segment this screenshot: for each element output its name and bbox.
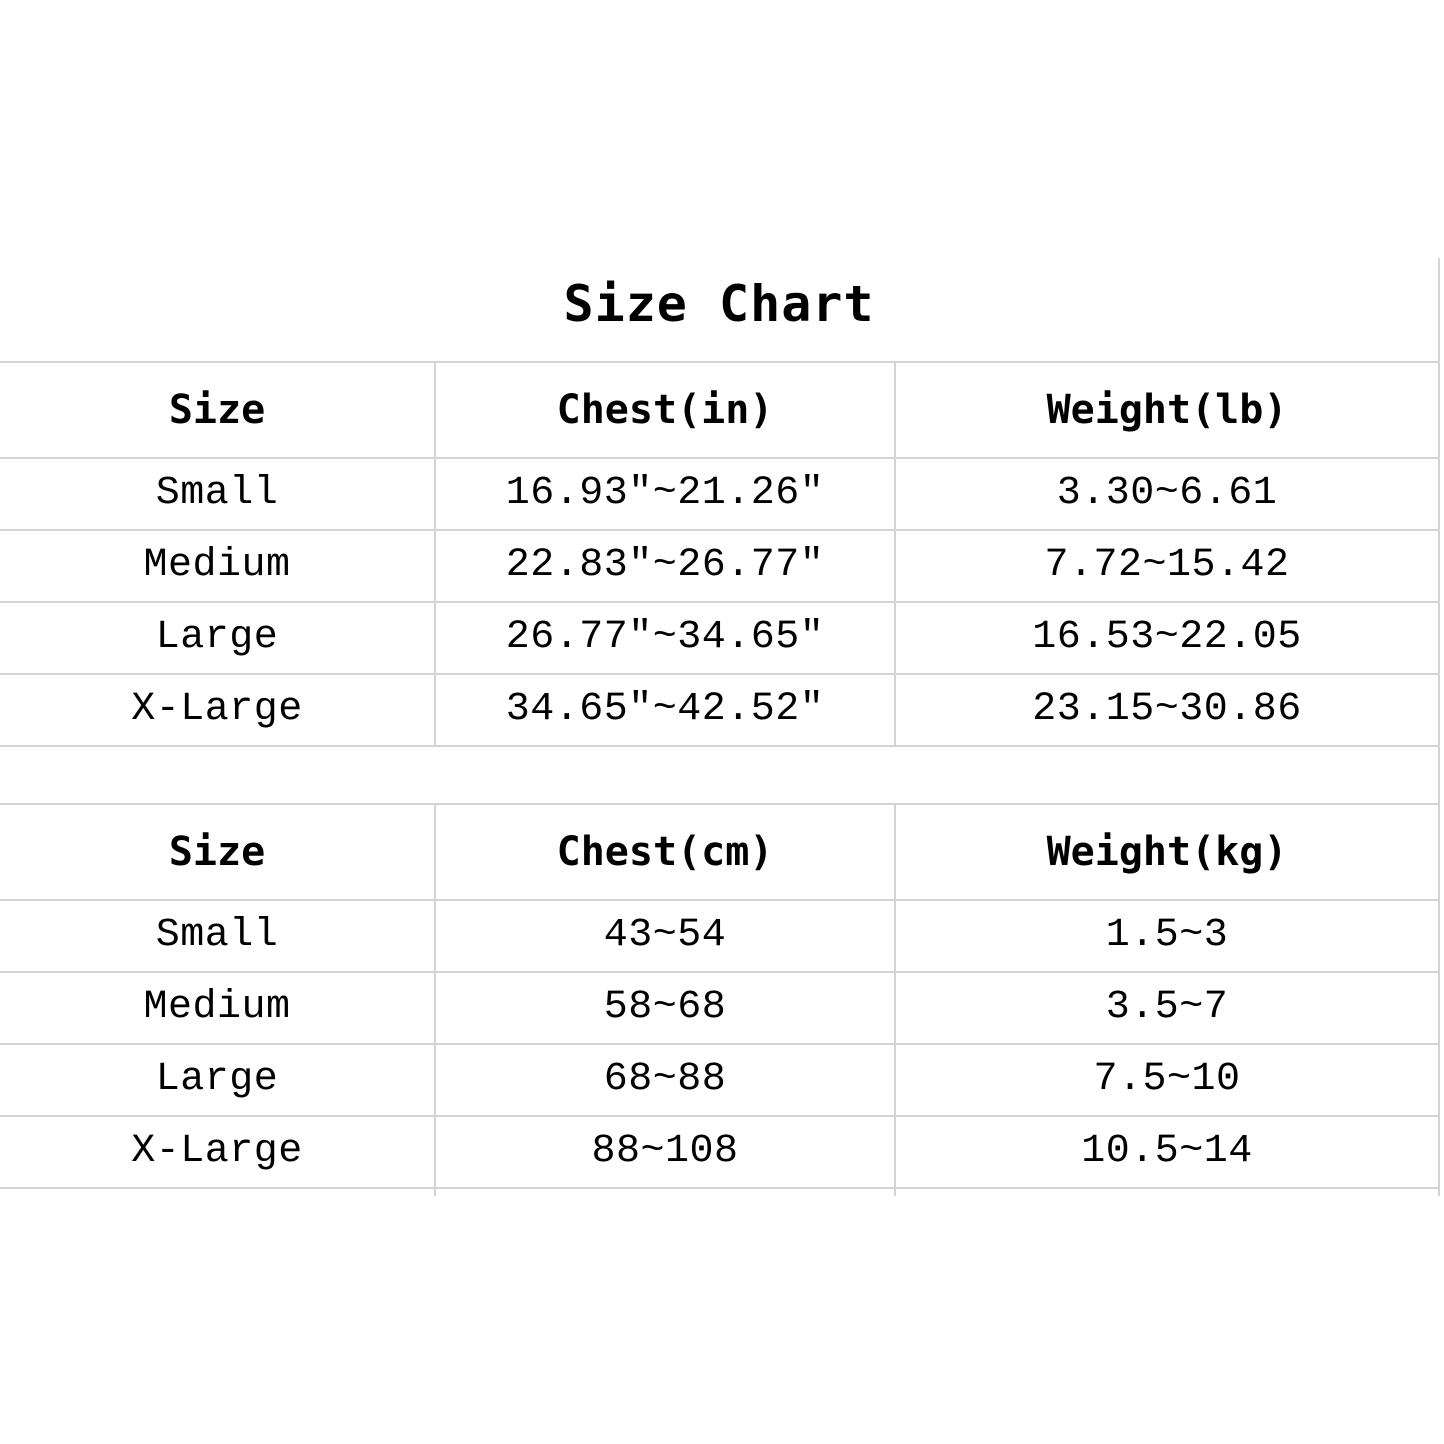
table-divider [0,899,1440,901]
chest-cell: 34.65″~42.52″ [505,687,825,732]
size-cell: Large [155,1057,279,1102]
header-cell-weight: Weight(kg) [1046,829,1288,875]
size-cell: X-Large [131,687,303,732]
size-cell: Large [155,615,279,660]
table-divider [0,1043,1440,1045]
size-cell: X-Large [131,1129,303,1174]
chest-cell: 68~88 [603,1057,727,1102]
weight-cell: 16.53~22.05 [1032,615,1302,660]
table-divider [0,1115,1440,1117]
column-divider [434,362,436,746]
weight-cell: 1.5~3 [1105,913,1229,958]
chest-cell: 43~54 [603,913,727,958]
weight-cell: 3.5~7 [1105,985,1229,1030]
column-divider [894,362,896,746]
chest-cell: 16.93″~21.26″ [505,471,825,516]
column-divider [894,804,896,1196]
table-divider [0,601,1440,603]
size-cell: Small [155,471,279,516]
size-cell: Medium [143,985,291,1030]
column-divider [434,804,436,1196]
chest-cell: 88~108 [591,1129,739,1174]
weight-cell: 3.30~6.61 [1056,471,1278,516]
header-cell-chest: Chest(cm) [556,829,774,875]
table-divider [0,457,1440,459]
header-cell-size: Size [168,829,266,875]
header-cell-chest: Chest(in) [556,387,774,433]
size-cell: Medium [143,543,291,588]
chest-cell: 58~68 [603,985,727,1030]
chest-cell: 26.77″~34.65″ [505,615,825,660]
table-divider [0,745,1440,747]
weight-cell: 7.5~10 [1093,1057,1241,1102]
weight-cell: 10.5~14 [1081,1129,1253,1174]
table-divider [0,529,1440,531]
header-cell-weight: Weight(lb) [1046,387,1288,433]
header-cell-size: Size [168,387,266,433]
grid-border-right [1438,258,1440,1196]
table-divider [0,803,1440,805]
page-title: Size Chart [563,275,875,333]
chest-cell: 22.83″~26.77″ [505,543,825,588]
weight-cell: 23.15~30.86 [1032,687,1302,732]
table-divider [0,971,1440,973]
table-divider [0,1187,1440,1189]
size-cell: Small [155,913,279,958]
table-divider [0,673,1440,675]
table-divider [0,361,1440,363]
weight-cell: 7.72~15.42 [1044,543,1290,588]
